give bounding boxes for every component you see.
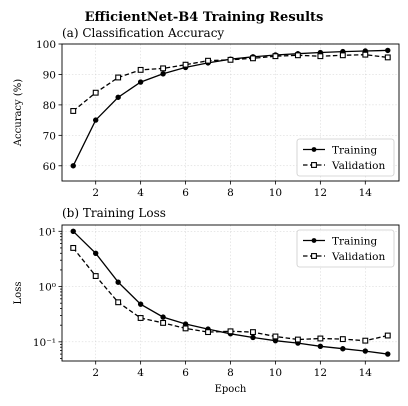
data-point-training xyxy=(70,163,76,169)
data-point-validation xyxy=(339,336,346,343)
data-point-validation xyxy=(137,66,144,73)
y-tick-label: 60 xyxy=(43,161,56,173)
y-tick-label: 100 xyxy=(36,39,56,51)
loss-chart: (b) Training Loss 2 4 6 8 10 12 14 10⁻¹ 10⁰ 10¹ Los… xyxy=(13,206,400,395)
x-tick-label: 10 xyxy=(269,367,282,379)
x-tick-label: 14 xyxy=(359,367,373,379)
data-point-validation xyxy=(362,51,369,58)
figure-title: EfficientNet-B4 Training Results xyxy=(85,10,324,25)
x-tick-label: 12 xyxy=(314,367,327,379)
data-point-training xyxy=(70,228,76,234)
y-axis-label: Loss xyxy=(13,282,24,305)
data-point-validation xyxy=(339,52,346,59)
data-point-training xyxy=(92,250,99,256)
data-point-training xyxy=(385,351,391,357)
legend-marker-validation xyxy=(311,162,317,168)
data-point-validation xyxy=(182,325,189,332)
data-point-validation xyxy=(115,74,122,81)
legend-marker-training xyxy=(311,238,317,243)
x-tick-label: 2 xyxy=(92,367,99,379)
plot-frame xyxy=(61,43,400,182)
data-point-validation xyxy=(317,335,324,342)
data-point-validation xyxy=(362,337,369,344)
x-tick-label: 14 xyxy=(359,187,373,199)
y-tick-label: 90 xyxy=(43,69,56,81)
legend-marker-training xyxy=(311,147,317,152)
data-point-validation xyxy=(317,53,324,60)
data-point-training xyxy=(92,117,99,123)
data-point-validation xyxy=(115,299,122,306)
data-point-training xyxy=(362,348,368,354)
data-point-training xyxy=(160,71,166,77)
legend-marker-validation xyxy=(311,253,317,259)
legend-label: Training xyxy=(332,144,378,156)
legend-label: Training xyxy=(332,235,378,247)
series-line-validation xyxy=(72,54,388,112)
legend-box xyxy=(296,138,395,177)
data-point-training xyxy=(115,279,121,285)
data-point-validation xyxy=(92,273,99,279)
x-tick-label: 6 xyxy=(182,187,189,199)
data-point-validation xyxy=(137,315,144,321)
data-point-validation xyxy=(182,61,189,68)
y-tick-label: 70 xyxy=(43,130,56,142)
x-tick-label: 12 xyxy=(314,187,327,199)
x-axis-label: Epoch xyxy=(215,384,247,395)
accuracy-chart: (a) Classification Accuracy 2 4 6 8 10 12 14 60 7… xyxy=(13,26,400,199)
legend-box xyxy=(296,229,395,268)
legend-label: Validation xyxy=(331,160,385,172)
data-point-training xyxy=(317,343,324,350)
data-point-validation xyxy=(272,333,279,340)
data-point-validation xyxy=(227,328,234,335)
data-point-validation xyxy=(160,65,167,72)
data-point-training xyxy=(115,94,121,100)
data-point-training xyxy=(137,79,144,85)
legend: Training Validation xyxy=(296,229,395,268)
x-tick-label: 4 xyxy=(137,187,144,199)
y-axis-label: Accuracy (%) xyxy=(13,79,24,147)
y-tick-label: 80 xyxy=(43,100,56,112)
y-tick-label: 10⁰ xyxy=(38,282,56,294)
data-point-validation xyxy=(384,332,391,339)
x-tick-label: 8 xyxy=(227,187,234,199)
data-point-training xyxy=(137,301,144,307)
y-tick-label: 10¹ xyxy=(38,226,56,238)
data-point-validation xyxy=(205,329,211,336)
data-point-validation xyxy=(205,57,211,64)
y-tick-label: 10⁻¹ xyxy=(33,337,56,349)
chart-title: (a) Classification Accuracy xyxy=(62,26,224,40)
data-point-validation xyxy=(250,55,256,62)
x-tick-label: 2 xyxy=(92,187,99,199)
legend-label: Validation xyxy=(331,251,385,263)
data-point-training xyxy=(160,314,166,320)
data-point-validation xyxy=(384,54,391,61)
data-point-validation xyxy=(294,336,301,343)
x-tick-label: 10 xyxy=(269,187,282,199)
data-point-validation xyxy=(70,244,77,251)
x-tick-label: 8 xyxy=(227,367,234,379)
data-point-validation xyxy=(92,89,99,96)
data-point-training xyxy=(250,334,256,341)
data-point-validation xyxy=(294,52,301,59)
data-point-validation xyxy=(227,56,234,63)
x-tick-label: 6 xyxy=(182,367,189,379)
plot-frame xyxy=(61,224,400,362)
data-point-training xyxy=(385,47,391,54)
data-point-validation xyxy=(70,108,77,114)
data-point-validation xyxy=(160,319,167,326)
data-point-validation xyxy=(250,329,256,336)
chart-title: (b) Training Loss xyxy=(62,206,166,220)
legend: Training Validation xyxy=(296,138,395,177)
x-tick-label: 4 xyxy=(137,367,144,379)
data-point-training xyxy=(340,346,346,352)
data-point-validation xyxy=(272,53,279,60)
